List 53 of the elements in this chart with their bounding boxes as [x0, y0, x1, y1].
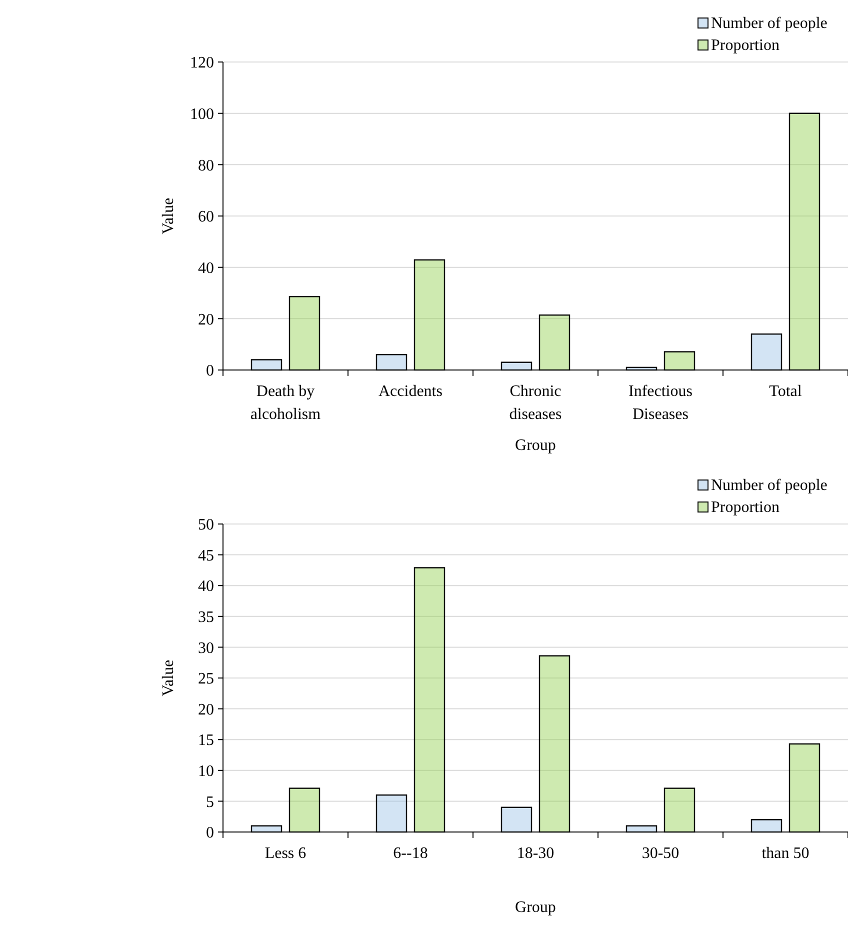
x-tick-label: Total [769, 383, 802, 400]
y-tick-label: 100 [190, 106, 214, 123]
x-tick-label: Chronic diseases [509, 383, 562, 423]
y-tick-label: 15 [198, 732, 214, 750]
legend-label: Number of people [711, 477, 828, 494]
x-axis-title: Group [515, 899, 556, 916]
bar [664, 351, 696, 371]
y-tick-label: 120 [190, 54, 214, 72]
y-tick-label: 40 [198, 578, 214, 596]
y-tick-label: 0 [206, 824, 214, 842]
y-tick-label: 30 [198, 640, 214, 657]
y-tick-label: 40 [198, 260, 214, 277]
legend-label: Proportion [711, 37, 780, 54]
bar [376, 354, 408, 371]
bar [414, 567, 446, 833]
bar [750, 333, 782, 371]
bar [664, 788, 696, 833]
legend-label: Proportion [711, 499, 780, 516]
y-tick-label: 20 [198, 311, 214, 328]
bar [788, 743, 820, 833]
bar [538, 655, 570, 833]
x-axis-title: Group [515, 437, 556, 454]
x-tick-label: 18-30 [516, 845, 554, 862]
y-axis-title: Value [160, 660, 177, 696]
y-tick-label: 45 [198, 547, 214, 564]
y-tick-label: 5 [206, 794, 214, 811]
y-tick-label: 25 [198, 670, 214, 688]
bar [500, 806, 532, 833]
y-tick-label: 50 [198, 516, 214, 534]
bar [288, 788, 320, 833]
y-axis-title: Value [160, 198, 177, 234]
bar [538, 314, 570, 371]
x-tick-label: than 50 [762, 845, 810, 862]
bar [376, 794, 408, 833]
bar [414, 259, 446, 371]
x-tick-label: 30-50 [642, 845, 680, 862]
bar [788, 112, 820, 371]
x-tick-label: Less 6 [264, 845, 306, 862]
x-tick-label: Death by alcoholism [250, 383, 322, 423]
x-tick-label: Infectious Diseases [628, 383, 692, 423]
x-tick-label: Accidents [378, 383, 442, 400]
bar [750, 819, 782, 833]
y-tick-label: 35 [198, 609, 214, 626]
bar [250, 359, 282, 371]
bar [288, 296, 320, 371]
bar [500, 362, 532, 371]
y-tick-label: 10 [198, 763, 214, 780]
legend-label: Number of people [711, 15, 828, 32]
y-tick-label: 60 [198, 208, 214, 226]
y-tick-label: 20 [198, 701, 214, 718]
x-tick-label: 6--18 [393, 845, 428, 862]
y-tick-label: 80 [198, 157, 214, 174]
y-tick-label: 0 [206, 362, 214, 380]
